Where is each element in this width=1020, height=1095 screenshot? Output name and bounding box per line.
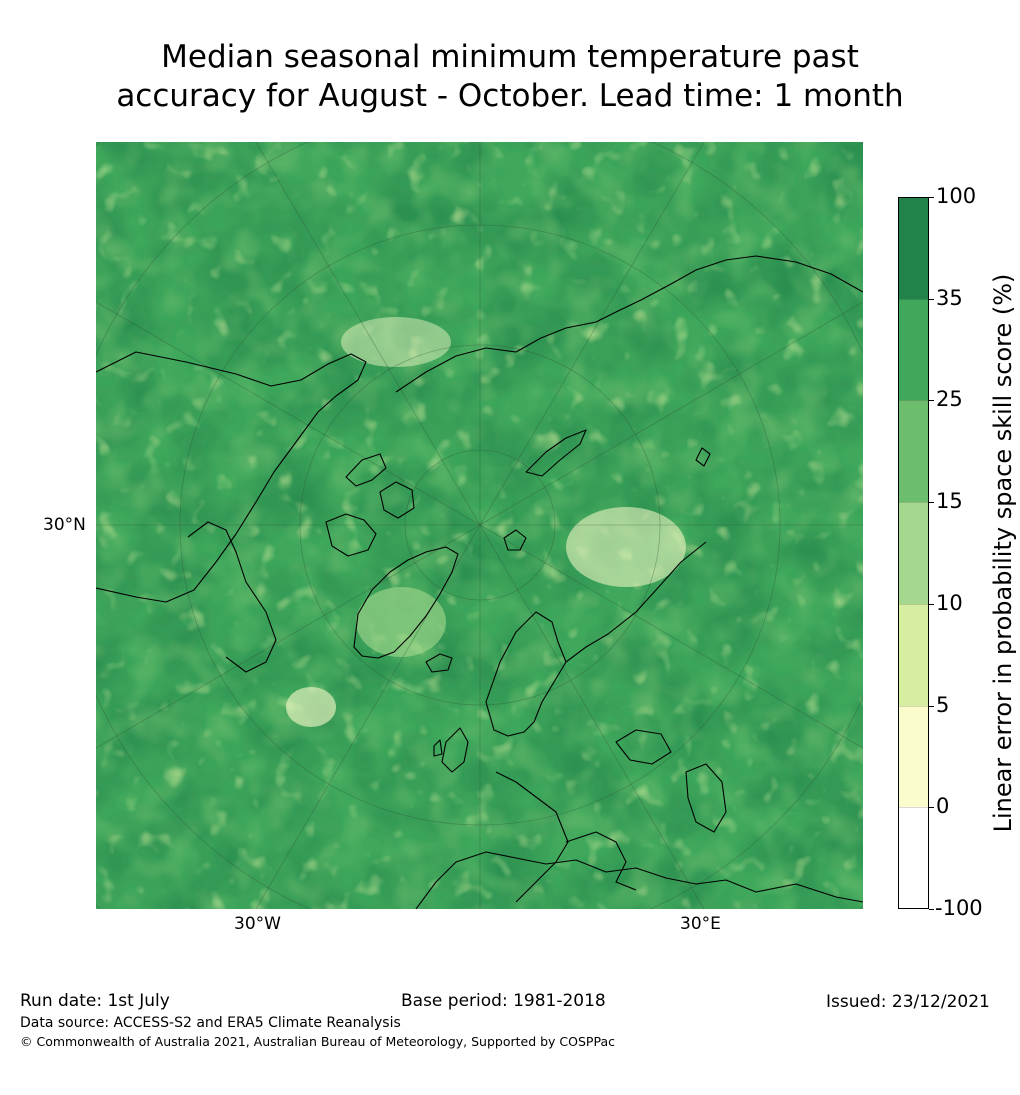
colorbar-tick-label: 15 [936,489,963,514]
colorbar-tickmark [929,603,934,605]
colorbar-tickmark [929,400,934,402]
coastline-lake-baikal [695,447,711,467]
map-light-layer [96,142,863,909]
colorbar [898,197,928,909]
lon-label-30e: 30°E [680,914,721,934]
coastline-greenland [353,546,459,659]
colorbar-label: Linear error in probability space skill … [989,273,1017,833]
map-pale-patch [566,507,686,587]
coastline-mediterranean [415,851,863,909]
colorbar-segment [898,603,928,706]
colorbar-tickmark [929,705,934,707]
data-source: Data source: ACCESS-S2 and ERA5 Climate … [20,1015,401,1031]
run-date: Run date: 1st July [20,991,170,1011]
colorbar-tickmark [929,298,934,300]
colorbar-segment [898,807,928,909]
colorbar-tick-label: 0 [936,794,950,819]
colorbar-tickmark [929,909,934,910]
coastline-scandinavia [485,611,567,737]
colorbar-segment [898,400,928,503]
colorbar-tick-label: 100 [936,184,977,208]
colorbar-tickmark [929,807,934,809]
colorbar-tickmark [929,197,934,198]
colorbar-segment [898,197,928,299]
chart-title: Median seasonal minimum temperature past… [0,38,1020,116]
lon-label-30w: 30°W [234,914,281,934]
coastline-canadian-archipelago [325,453,415,557]
colorbar-tick-label: 10 [936,590,963,615]
map-pale-patch [286,687,336,727]
coastline-caspian-sea [685,763,727,833]
title-line-1: Median seasonal minimum temperature past [161,39,859,75]
colorbar-tick-label: 25 [936,387,963,412]
coastline-hudson-bay [187,521,277,673]
coastlines [96,255,863,909]
coastline-siberia [395,255,863,393]
issued-date: Issued: 23/12/2021 [826,992,990,1012]
colorbar-tickmark [929,502,934,504]
map-pale-patch [356,587,446,657]
colorbar-tick-label: 5 [936,692,950,717]
lat-label-30n: 30°N [43,515,86,535]
coastline-north-america [96,351,367,603]
colorbar-tick-label: -100 [935,896,983,920]
copyright: © Commonwealth of Australia 2021, Austra… [20,1034,615,1049]
map-pale-patch [341,317,451,367]
coastline-iceland [425,653,453,673]
coastline-novaya-zemlya [525,429,587,477]
coastline-svalbard [503,529,527,551]
colorbar-segment [898,298,928,401]
base-period: Base period: 1981-2018 [401,991,606,1011]
skill-score-map [96,142,863,909]
colorbar-segment [898,705,928,808]
coastline-uk [433,727,469,773]
title-line-2: accuracy for August - October. Lead time… [116,78,904,114]
colorbar-tick-label: 35 [936,285,963,310]
coastline-black-sea [615,729,672,765]
colorbar-segment [898,502,928,604]
coastline-europe [495,541,707,903]
